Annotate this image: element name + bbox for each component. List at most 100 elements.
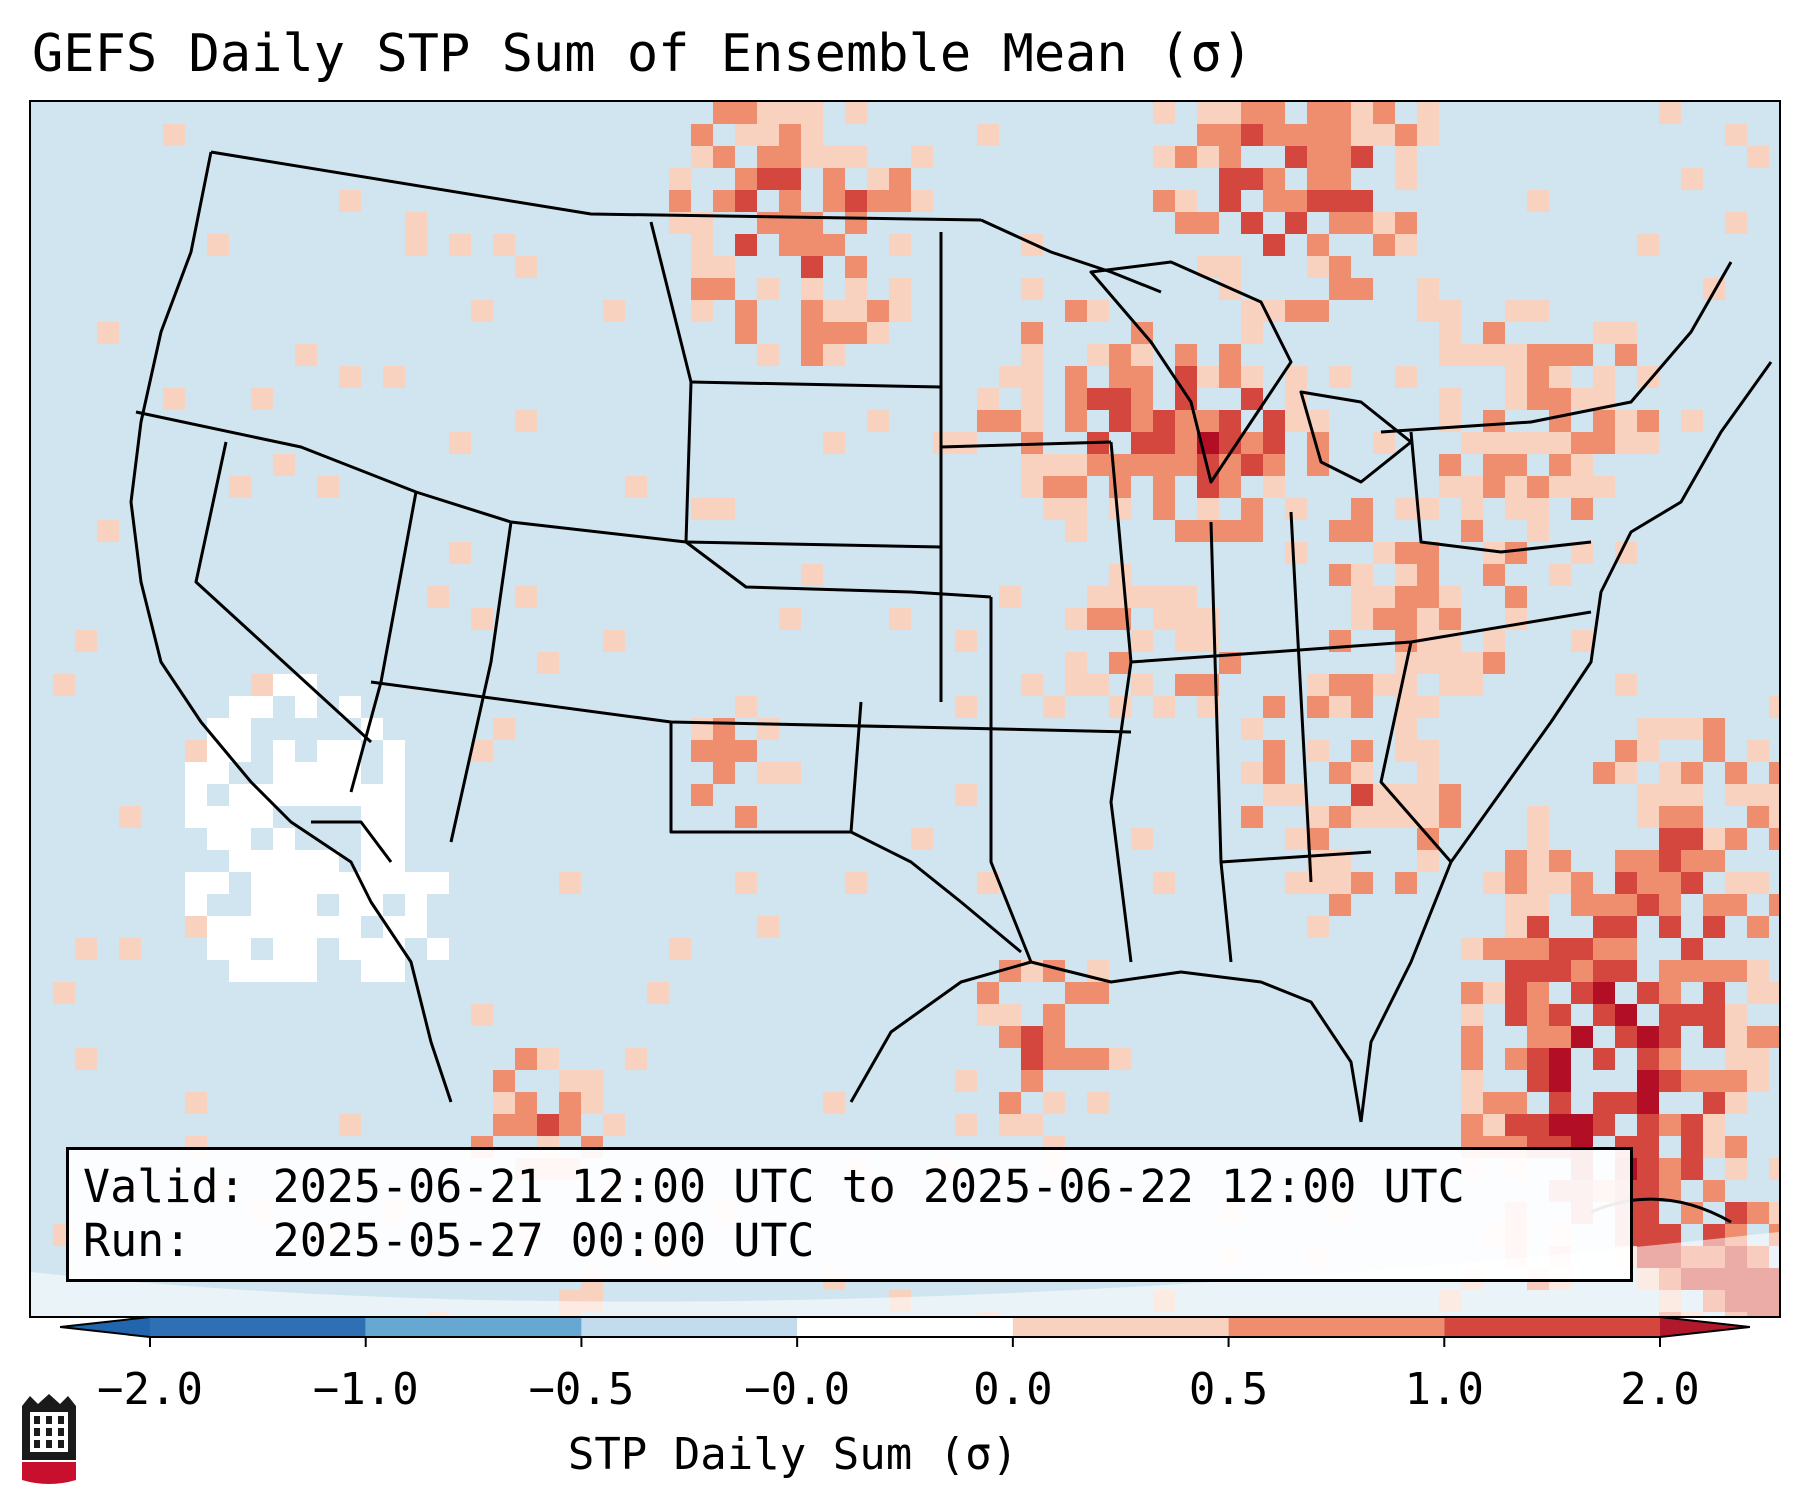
stp-cell [1637,718,1659,740]
stp-cell [1549,564,1571,586]
stp-cell [1131,410,1153,432]
stp-cell [273,740,295,762]
stp-cell [1615,740,1637,762]
stp-cell [537,652,559,674]
stp-cell [1571,498,1593,520]
stp-cell [1483,1114,1505,1136]
stp-cell [779,234,801,256]
stp-cell [1241,322,1263,344]
stp-cell [1131,828,1153,850]
stp-cell [1505,1004,1527,1026]
stp-cell [735,872,757,894]
stp-cell [1571,542,1593,564]
stp-cell [867,190,889,212]
stp-cell [1659,872,1681,894]
stp-cell [801,300,823,322]
stp-cell [1175,630,1197,652]
stp-cell [1417,586,1439,608]
stp-cell [691,146,713,168]
stp-cell [1615,322,1637,344]
stp-cell [1747,1048,1769,1070]
stp-cell [515,1092,537,1114]
stp-cell [1615,432,1637,454]
stp-cell [1307,696,1329,718]
or-ca-nv-line [135,410,512,524]
36th-parallel [370,680,1132,734]
stp-cell [823,344,845,366]
stp-cell [1549,938,1571,960]
stp-cell [779,190,801,212]
stp-cell [1483,938,1505,960]
stp-cell [559,1114,581,1136]
stp-cell [845,256,867,278]
stp-cell [1065,388,1087,410]
stp-cell [1263,454,1285,476]
stp-cell [669,938,691,960]
stp-cell [1527,190,1549,212]
stp-cell [1725,1070,1747,1092]
stp-cell [1615,762,1637,784]
stp-cell [405,894,427,916]
stp-cell [273,894,295,916]
stp-cell [559,872,581,894]
stp-cell [1549,1092,1571,1114]
stp-cell [1021,410,1043,432]
stp-cell [801,322,823,344]
stp-cell [229,806,251,828]
stp-cell [1307,300,1329,322]
stp-cell [999,410,1021,432]
stp-cell [317,476,339,498]
stp-cell [1659,982,1681,1004]
stp-cell [1461,674,1483,696]
stp-cell [1307,740,1329,762]
stp-cell [1483,476,1505,498]
stp-cell [383,762,405,784]
stp-cell [1637,1026,1659,1048]
colorbar-segment [150,1317,366,1337]
stp-cell [1417,784,1439,806]
stp-cell [339,894,361,916]
stp-cell [1417,740,1439,762]
stp-cell [1131,630,1153,652]
east-coastline [1359,361,1773,1123]
stp-cell [1417,696,1439,718]
stp-cell [229,938,251,960]
stp-cell [1329,278,1351,300]
stp-cell [1461,1048,1483,1070]
stp-cell [735,102,757,124]
stp-cell [1087,388,1109,410]
stp-cell [1769,894,1779,916]
stp-cell [1505,1114,1527,1136]
stp-cell [735,234,757,256]
run-value: 2025-05-27 00:00 UTC [272,1214,815,1267]
stp-cell [1439,608,1461,630]
stp-cell [1527,850,1549,872]
stp-cell [1329,564,1351,586]
fl-line [1220,850,1372,864]
stp-cell [1131,344,1153,366]
stp-cell [515,1114,537,1136]
stp-cell [1219,476,1241,498]
stp-cell [691,498,713,520]
run-label: Run: [83,1214,192,1267]
stp-cell [1395,212,1417,234]
stp-cell [1307,190,1329,212]
stp-cell [977,124,999,146]
stp-cell [1725,762,1747,784]
stp-cell [1131,674,1153,696]
stp-cell [1725,960,1747,982]
stp-cell [1703,960,1725,982]
stp-cell [1351,520,1373,542]
stp-cell [867,168,889,190]
stp-cell [1219,102,1241,124]
stp-cell [1241,498,1263,520]
stp-cell [1395,124,1417,146]
stp-cell [955,1114,977,1136]
stp-cell [1439,674,1461,696]
stp-cell [823,322,845,344]
stp-cell [1153,102,1175,124]
stp-cell [779,168,801,190]
stp-cell [1395,366,1417,388]
stp-cell [1087,344,1109,366]
stp-cell [757,344,779,366]
